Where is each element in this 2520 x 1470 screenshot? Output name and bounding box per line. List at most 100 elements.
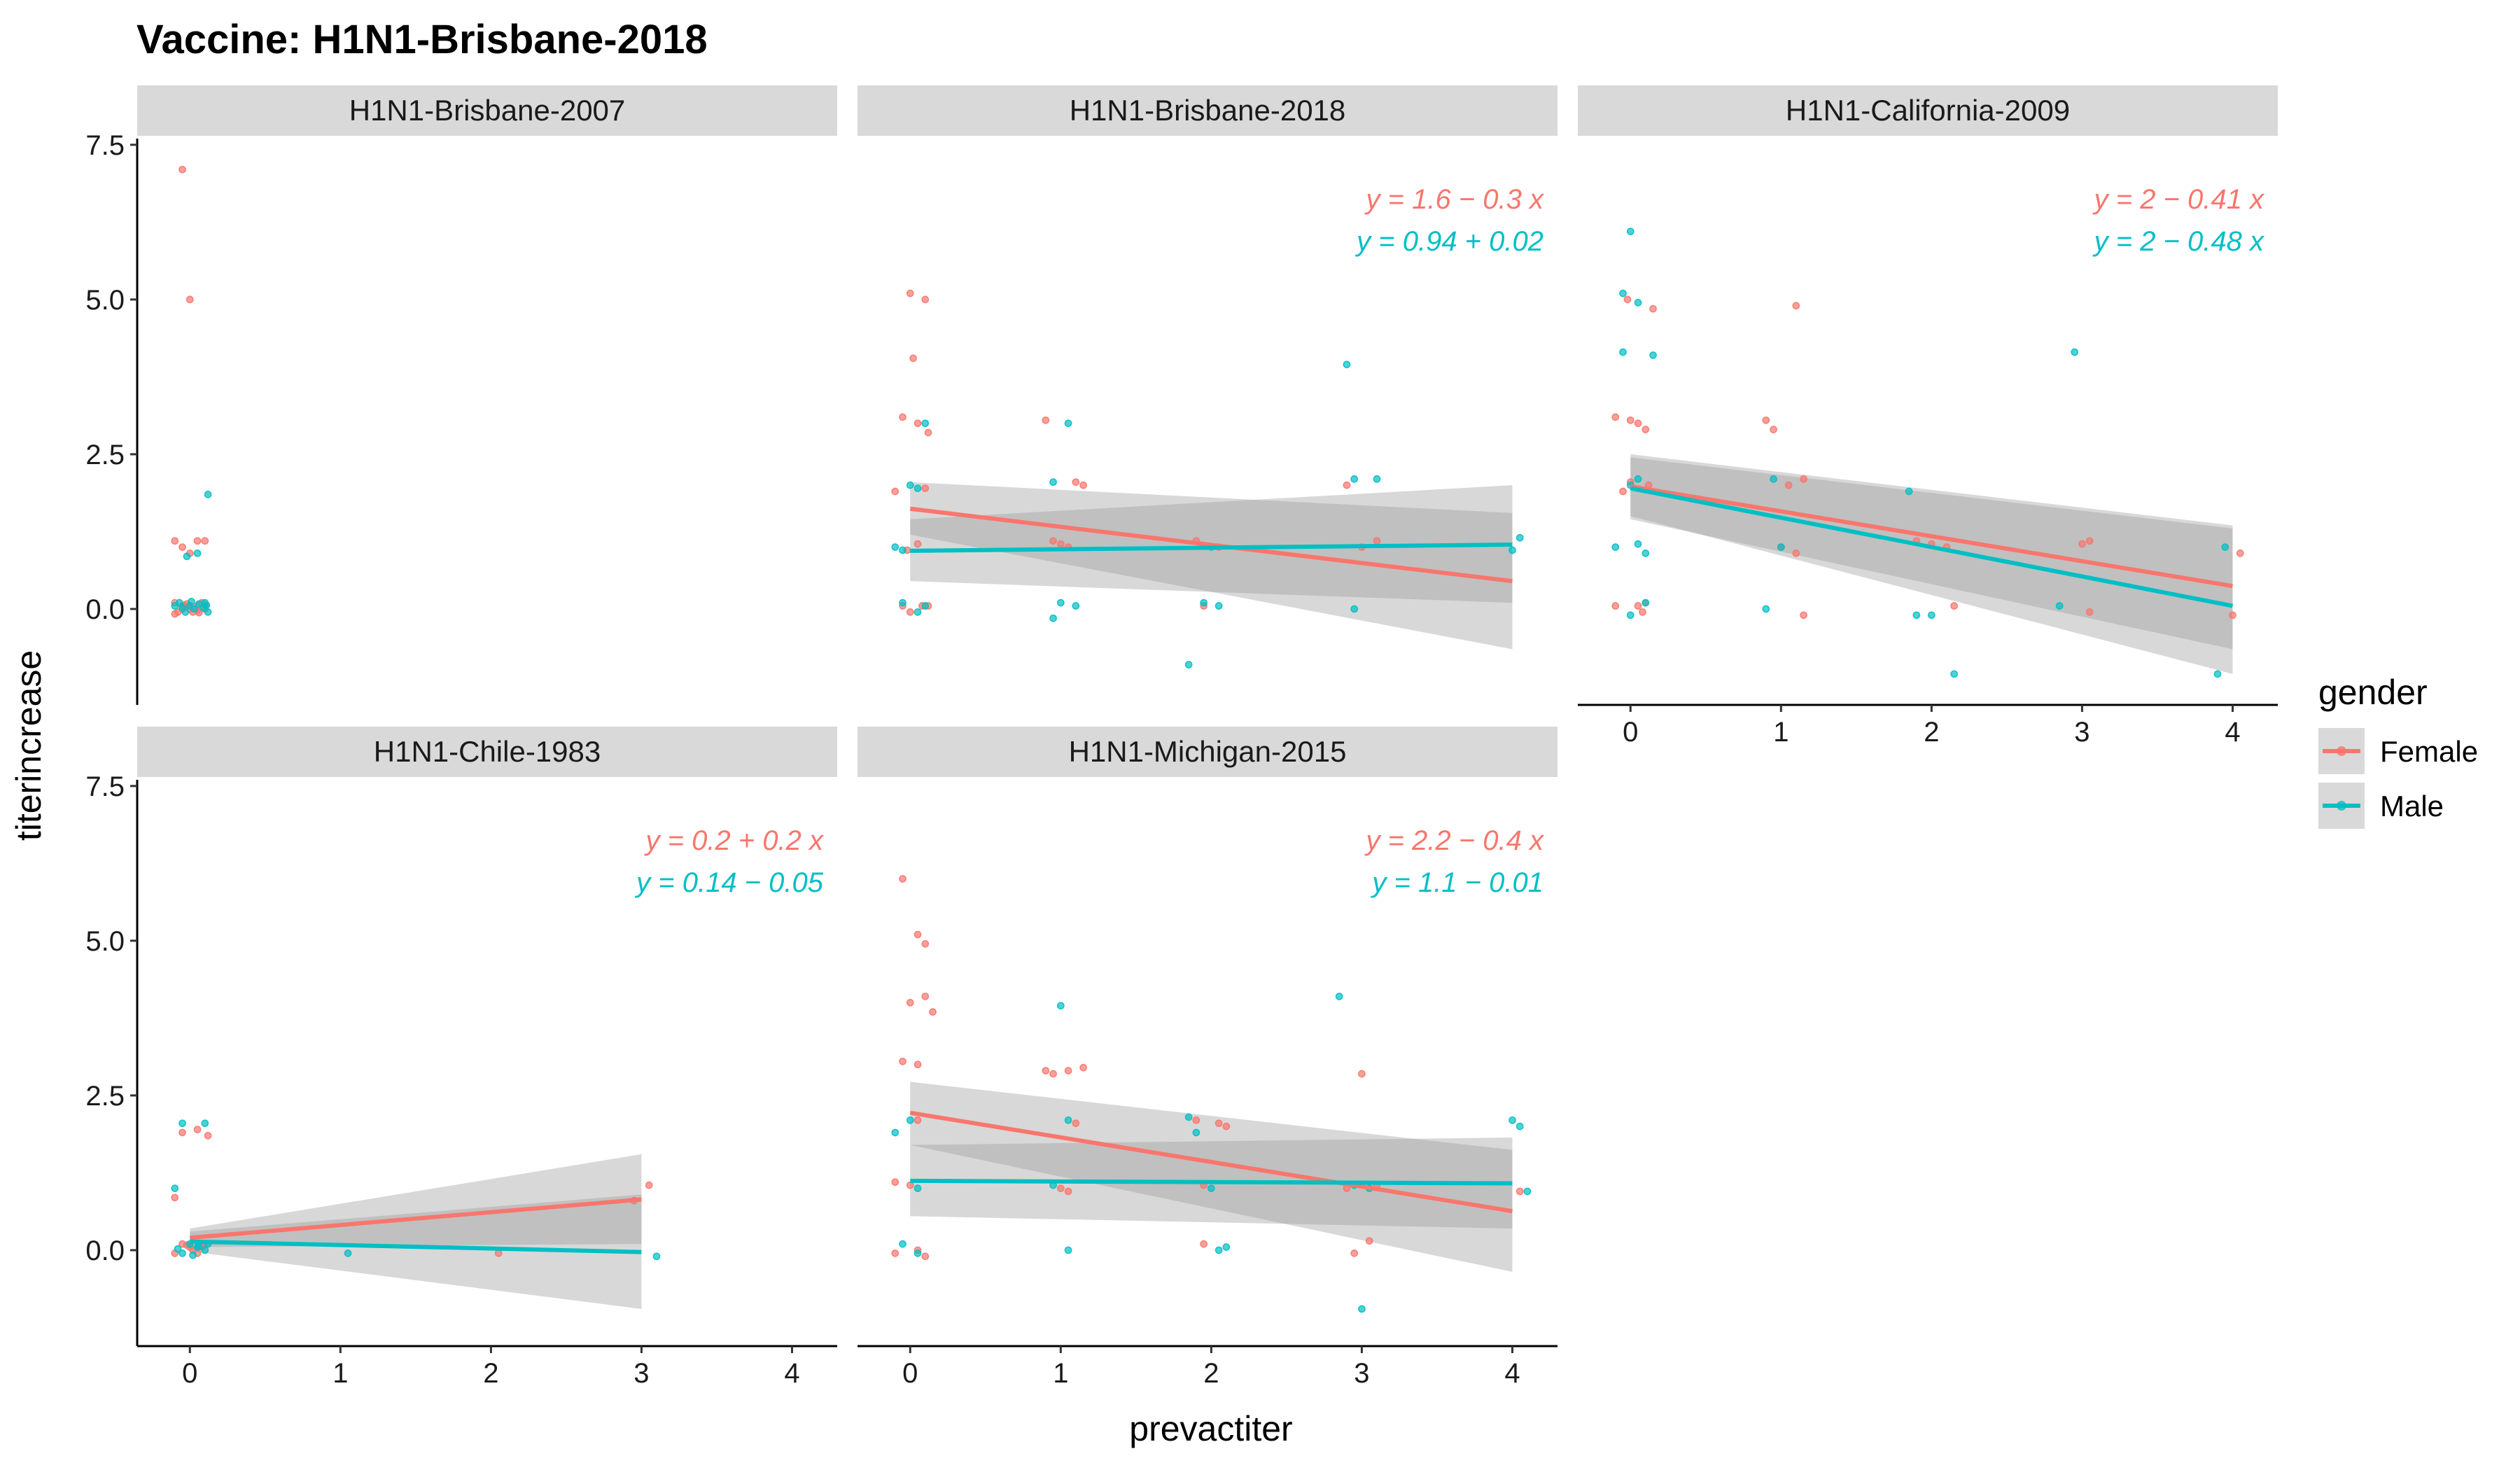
data-point-female xyxy=(645,1181,653,1189)
x-tick-label: 3 xyxy=(2074,717,2090,748)
data-point-male xyxy=(1064,419,1072,428)
data-point-female xyxy=(929,1008,937,1016)
legend-key-point xyxy=(2337,801,2346,811)
data-point-male xyxy=(2221,543,2230,551)
data-point-male xyxy=(1214,602,1223,610)
regression-equation: y = 0.14 − 0.05 xyxy=(634,867,824,898)
data-point-male xyxy=(1350,605,1359,613)
panel-plot-area: y = 0.2 + 0.2 x y = 0.14 − 0.05 xyxy=(171,825,825,1309)
confidence-band-male xyxy=(1630,457,2233,674)
facet-strip-label: H1N1-Chile-1983 xyxy=(374,735,601,768)
data-point-female xyxy=(1222,1122,1231,1130)
fit-line-female xyxy=(909,1110,1513,1214)
data-point-female xyxy=(1358,1070,1366,1078)
facet-strip xyxy=(1578,85,2278,136)
data-point-female xyxy=(1049,537,1057,545)
data-point-male xyxy=(174,1245,182,1253)
data-point-female xyxy=(921,484,930,492)
confidence-band-male xyxy=(190,1194,642,1309)
confidence-band-female xyxy=(910,1082,1513,1272)
data-point-male xyxy=(2055,602,2064,610)
regression-equation: y = 2 − 0.48 x xyxy=(2092,226,2265,257)
data-point-female xyxy=(2085,537,2094,545)
data-point-female xyxy=(178,543,186,551)
x-tick-label: 4 xyxy=(784,1358,799,1389)
facet-panels: H1N1-Brisbane-20070.02.55.07.5H1N1-Brisb… xyxy=(85,85,2278,1389)
data-point-female xyxy=(1079,481,1087,489)
x-tick-label: 2 xyxy=(483,1358,498,1389)
facet-strip xyxy=(137,727,837,777)
facet-strip-label: H1N1-California-2009 xyxy=(1786,94,2070,127)
fit-line-male xyxy=(910,1178,1513,1186)
fit-line-female xyxy=(190,1197,642,1240)
data-point-male xyxy=(1626,611,1634,620)
facet-panel: H1N1-Chile-1983 y = 0.2 + 0.2 x y = 0.14 −… xyxy=(85,727,837,1389)
data-point-male xyxy=(1200,598,1208,607)
data-point-male xyxy=(1208,1184,1215,1192)
data-point-male xyxy=(652,1252,661,1261)
facet-strip-label: H1N1-Brisbane-2018 xyxy=(1070,94,1346,127)
legend: gender Female Male xyxy=(2318,673,2478,829)
data-point-female xyxy=(1343,481,1351,489)
data-point-male xyxy=(1905,487,1913,496)
data-point-male xyxy=(891,1128,899,1137)
data-point-female xyxy=(1642,426,1650,433)
data-point-female xyxy=(1611,413,1620,421)
facet-strip xyxy=(137,85,837,136)
panel-plot-area: y = 2 − 0.41 x y = 2 − 0.48 x xyxy=(1611,184,2265,678)
legend-title: gender xyxy=(2318,673,2428,712)
facet-strip-label: H1N1-Michigan-2015 xyxy=(1069,735,1347,768)
data-point-male xyxy=(1634,540,1642,548)
data-point-female xyxy=(909,354,917,363)
data-point-female xyxy=(913,540,922,548)
data-point-male xyxy=(906,481,914,489)
data-point-female xyxy=(494,1250,503,1257)
data-point-female xyxy=(1800,611,1807,620)
data-point-male xyxy=(190,605,199,613)
data-point-male xyxy=(1912,611,1921,620)
data-point-female xyxy=(1623,295,1632,304)
data-point-female xyxy=(2236,550,2244,557)
data-point-female xyxy=(1350,1250,1359,1257)
data-point-female xyxy=(924,428,932,437)
data-point-female xyxy=(1365,1237,1373,1245)
data-point-female xyxy=(906,998,914,1007)
facet-panel: H1N1-Michigan-2015 y = 2.2 − 0.4 x y = 1.1… xyxy=(858,727,1558,1389)
y-tick-label: 7.5 xyxy=(85,130,125,161)
data-point-female xyxy=(921,993,930,1000)
data-point-male xyxy=(1335,993,1343,1000)
data-point-female xyxy=(1634,602,1642,610)
data-point-female xyxy=(921,1252,930,1261)
data-point-male xyxy=(1072,602,1080,610)
facet-panel: H1N1-Brisbane-2018 y = 1.6 − 0.3 x y = 0.9… xyxy=(858,85,1558,668)
data-point-male xyxy=(1649,351,1657,359)
data-point-male xyxy=(2213,670,2222,678)
data-point-male xyxy=(1358,1305,1366,1313)
data-point-male xyxy=(913,1250,922,1257)
regression-equation: y = 2.2 − 0.4 x xyxy=(1364,825,1545,856)
confidence-band-female xyxy=(910,482,1513,650)
data-point-male xyxy=(1634,475,1642,483)
data-point-male xyxy=(1192,1128,1200,1137)
data-point-female xyxy=(913,419,922,428)
y-tick-label: 5.0 xyxy=(85,926,125,957)
data-point-female xyxy=(921,939,930,948)
data-point-male xyxy=(899,598,906,607)
data-point-female xyxy=(193,537,202,545)
legend-key-point xyxy=(2337,746,2346,756)
data-point-male xyxy=(921,602,930,610)
facet-strip xyxy=(858,85,1558,136)
x-tick-label: 1 xyxy=(332,1358,348,1389)
data-point-male xyxy=(1950,670,1958,678)
data-point-female xyxy=(1200,1240,1208,1248)
data-point-male xyxy=(204,608,212,616)
chart-title: Vaccine: H1N1-Brisbane-2018 xyxy=(136,17,708,62)
data-point-female xyxy=(906,289,914,298)
legend-label-female: Female xyxy=(2380,735,2478,768)
y-tick-label: 7.5 xyxy=(85,771,125,802)
data-point-male xyxy=(201,1246,209,1254)
data-point-male xyxy=(178,1119,186,1128)
data-point-female xyxy=(891,1250,899,1257)
data-point-female xyxy=(1072,1119,1080,1128)
